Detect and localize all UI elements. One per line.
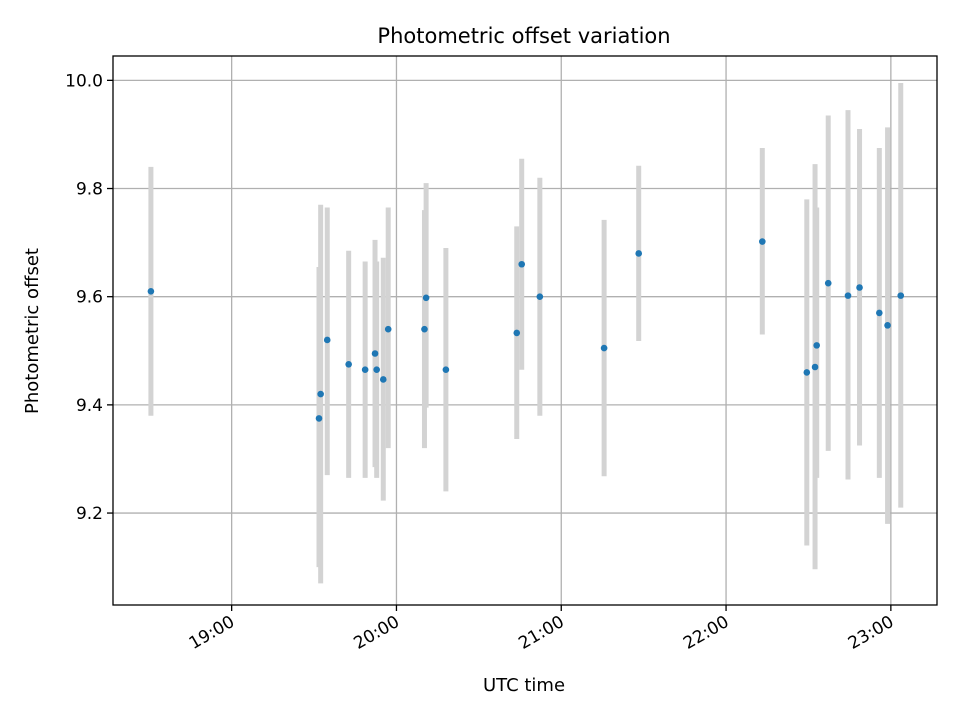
data-point	[513, 329, 521, 337]
data-point	[147, 287, 155, 295]
error-bars	[148, 83, 904, 584]
data-point	[371, 350, 379, 357]
data-point	[856, 284, 863, 291]
x-tick-label: 23:00	[845, 612, 897, 654]
data-point	[422, 294, 430, 302]
data-point	[345, 361, 352, 368]
x-tick-label: 21:00	[515, 612, 567, 654]
data-point	[824, 279, 832, 287]
data-point	[442, 366, 450, 374]
data-point	[379, 376, 387, 383]
data-point	[813, 342, 820, 349]
y-tick-label: 9.8	[76, 180, 103, 200]
data-point	[811, 363, 819, 371]
data-point	[317, 390, 324, 398]
y-axis-label: Photometric offset	[22, 248, 43, 414]
axis-ticks: 19:00 20:00 21:00 22:00 23:00 9.2 9.4 9.6 9.8 10.…	[65, 71, 897, 653]
grid-lines	[113, 56, 937, 605]
plot-frame	[112, 55, 938, 606]
data-point	[803, 369, 811, 376]
x-tick-label: 20:00	[351, 612, 403, 654]
data-point	[876, 309, 883, 317]
data-point	[897, 292, 905, 299]
data-point	[323, 336, 331, 344]
data-point	[518, 260, 526, 268]
data-point	[361, 366, 369, 374]
x-tick-label: 19:00	[186, 612, 238, 654]
data-point	[600, 344, 608, 352]
y-tick-label: 9.2	[76, 504, 103, 524]
data-point	[759, 238, 766, 245]
data-point	[884, 322, 891, 329]
data-point	[844, 292, 852, 299]
data-point	[315, 415, 323, 422]
data-point	[384, 325, 392, 333]
x-tick-label: 22:00	[680, 612, 732, 654]
chart-title: Photometric offset variation	[377, 24, 670, 48]
y-tick-label: 9.4	[76, 396, 103, 416]
data-point	[421, 325, 428, 333]
data-points	[147, 238, 905, 422]
data-point	[635, 250, 643, 257]
data-point	[536, 293, 544, 300]
data-point	[373, 366, 380, 374]
y-tick-label: 10.0	[65, 71, 103, 91]
y-tick-label: 9.6	[76, 288, 103, 308]
x-axis-label: UTC time	[483, 675, 565, 696]
